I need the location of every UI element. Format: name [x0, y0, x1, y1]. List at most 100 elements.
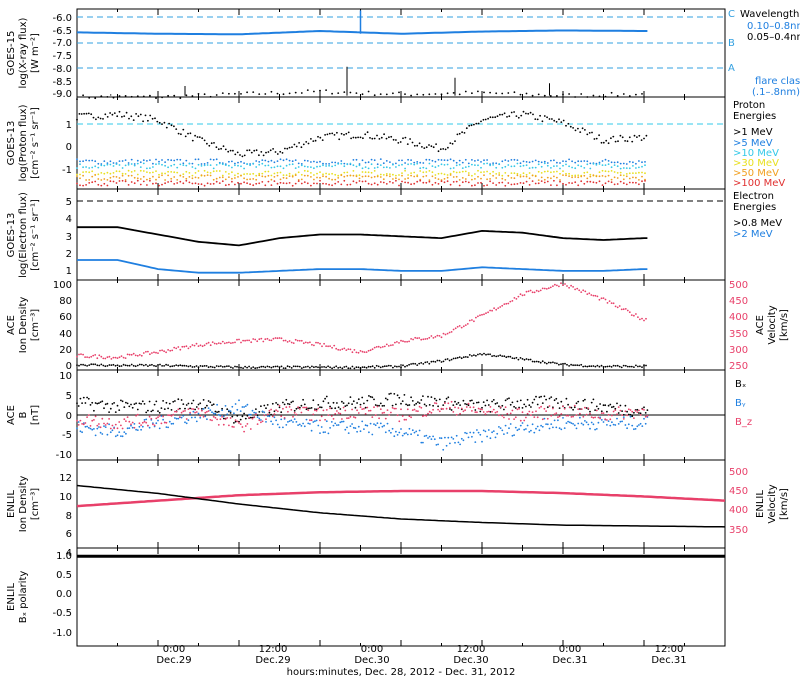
ace-density-point — [523, 358, 526, 361]
ace-b-point — [157, 419, 159, 422]
ace-density-point — [149, 364, 151, 367]
proton-point — [471, 174, 473, 177]
ace-b-point — [221, 409, 224, 412]
ace-b-point — [378, 404, 380, 407]
ace-b-point — [631, 424, 634, 427]
proton-point — [201, 137, 204, 140]
proton-point — [546, 180, 549, 183]
proton-point — [146, 184, 148, 186]
ace-b-ylabel-2: B — [18, 411, 29, 418]
proton-point — [215, 170, 218, 172]
ace-b-point — [352, 400, 355, 403]
proton-point — [407, 163, 409, 166]
proton-point — [410, 159, 412, 162]
ace-velocity-point — [612, 302, 615, 305]
ace-b-point — [162, 418, 165, 421]
proton-point — [593, 138, 596, 140]
proton-point — [443, 173, 446, 176]
proton-point — [361, 171, 364, 173]
proton-point — [483, 159, 485, 162]
proton-point — [319, 179, 321, 182]
ace-b-point — [349, 425, 352, 427]
ace-b-point — [339, 408, 342, 410]
proton-point — [619, 134, 622, 137]
ace-b-point — [494, 402, 497, 405]
proton-point — [175, 128, 178, 131]
ace-b-point — [116, 427, 119, 430]
ace-b-point — [293, 411, 296, 414]
proton-point — [139, 183, 142, 186]
ace-b-point — [444, 402, 446, 405]
ace-b-point — [565, 422, 568, 424]
proton-point — [389, 180, 391, 183]
proton-point — [413, 163, 416, 166]
ace-density-point — [278, 366, 281, 368]
proton-point — [115, 182, 118, 184]
ace-b-point — [329, 427, 331, 429]
proton-point — [347, 131, 350, 134]
ace-density-point — [315, 365, 317, 368]
proton-point — [452, 167, 455, 169]
proton-point — [419, 161, 422, 164]
proton-point — [510, 177, 513, 179]
proton-point — [616, 172, 619, 174]
ace-density-point — [622, 364, 625, 367]
ace-velocity-point — [566, 285, 568, 287]
proton-point — [154, 117, 156, 120]
proton-point — [319, 136, 322, 139]
proton-point — [158, 121, 161, 124]
proton-point — [291, 163, 294, 166]
proton-point — [361, 180, 364, 183]
proton-point — [641, 175, 643, 178]
ace-velocity-point — [284, 339, 287, 342]
ace-b-point — [337, 406, 340, 409]
proton-point — [76, 158, 78, 161]
ace-b-point — [307, 409, 310, 412]
ace-b-point — [150, 417, 153, 420]
ace-b-point — [565, 414, 568, 417]
proton-point — [200, 174, 203, 177]
ace-b-point — [594, 409, 596, 411]
ace-b-point — [327, 402, 330, 404]
ace-velocity-point — [436, 334, 439, 337]
proton-point — [632, 172, 634, 175]
ace-velocity-point — [347, 348, 350, 350]
ace-b-point — [506, 398, 509, 400]
ace-b-point — [568, 406, 571, 409]
ace-velocity-point — [545, 288, 548, 290]
proton-point — [255, 166, 258, 168]
proton-point — [246, 178, 249, 181]
xray-short-point — [464, 90, 467, 93]
proton-point — [346, 163, 349, 166]
proton-point — [622, 167, 625, 169]
ace-b-point — [599, 417, 601, 420]
xray-short-point — [477, 90, 479, 93]
ace-density-point — [124, 364, 127, 367]
ace-velocity-point — [207, 341, 210, 344]
ace-b-point — [130, 424, 132, 427]
ace-b-point — [87, 426, 90, 429]
xray-short-point — [191, 95, 194, 97]
proton-point — [208, 144, 211, 147]
proton-point — [379, 181, 382, 183]
ace-b-point — [86, 396, 88, 399]
ace-b-point — [91, 401, 94, 404]
proton-legend-item: >100 MeV — [733, 178, 785, 189]
ace-velocity-point — [564, 283, 566, 285]
proton-point — [185, 159, 188, 162]
ace-b-point — [207, 410, 210, 412]
ace-b-point — [589, 427, 591, 430]
ace-b-point — [145, 411, 148, 414]
proton-point — [305, 141, 308, 143]
ace-density-point — [246, 366, 249, 369]
ace-b-point — [168, 402, 171, 405]
proton-point — [142, 175, 145, 178]
proton-point — [461, 167, 464, 170]
ace-b-point — [484, 404, 487, 407]
proton-point — [298, 142, 300, 144]
ace-b-point — [484, 430, 487, 433]
proton-point — [487, 117, 489, 120]
x-tick-date: Dec.31 — [651, 655, 686, 666]
proton-point — [155, 178, 157, 181]
xray-legend-item-long: 0.10–0.8nm — [747, 21, 800, 32]
